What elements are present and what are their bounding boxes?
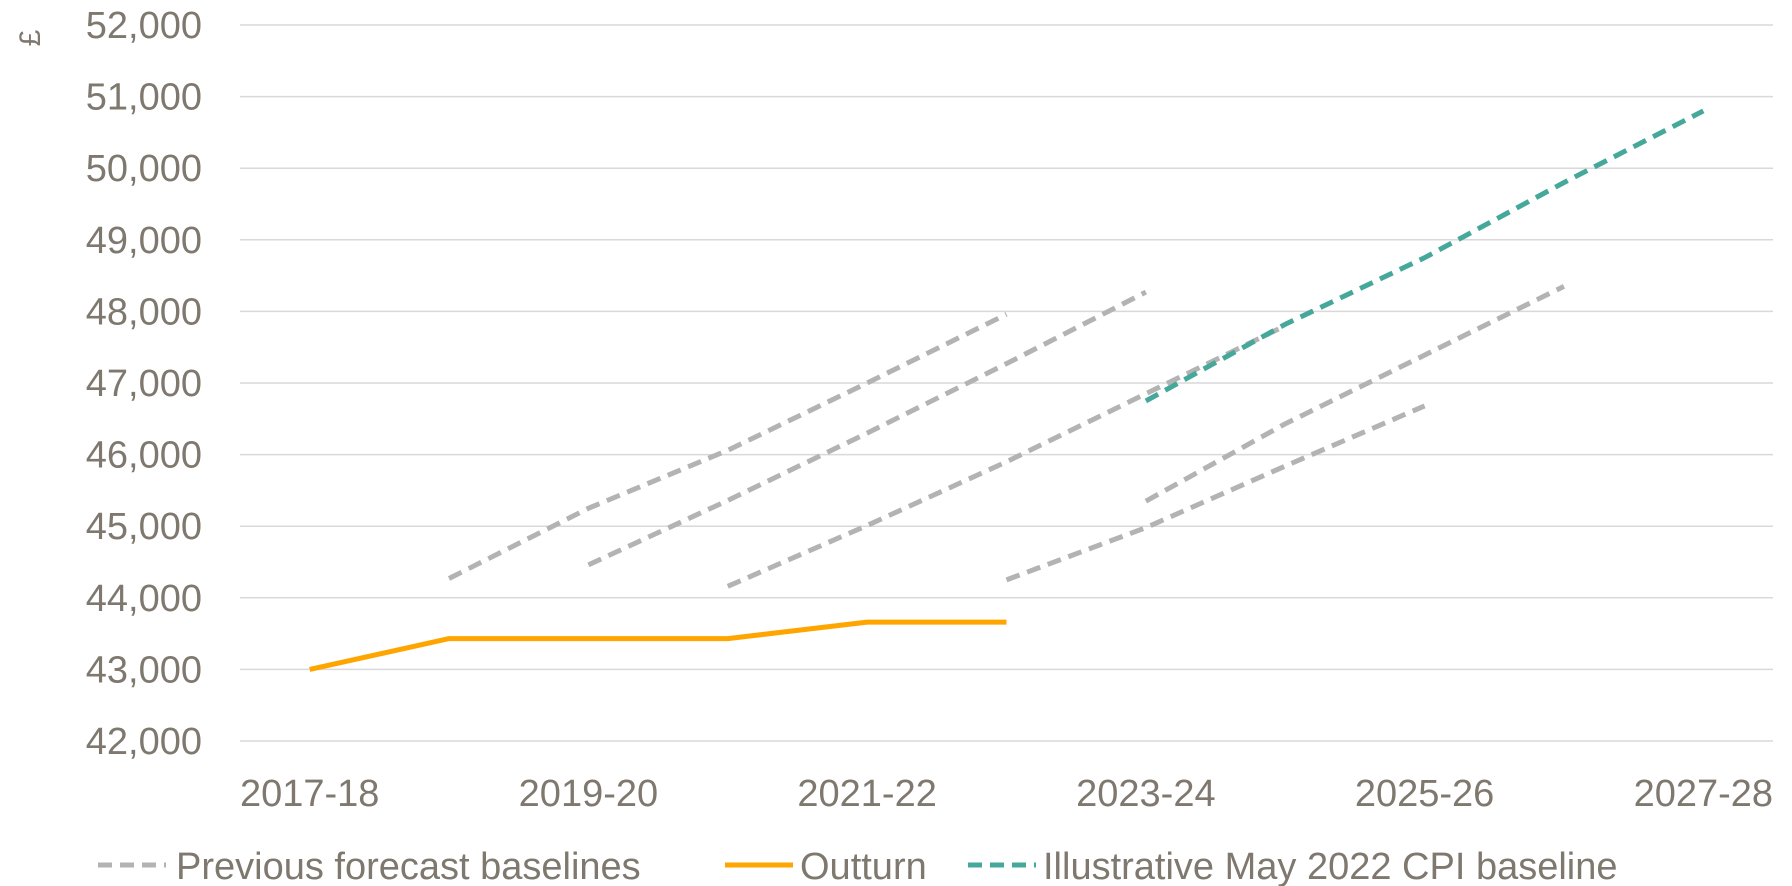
y-tick-label: 48,000 [86, 291, 202, 333]
legend: Previous forecast baselines Outturn Illu… [98, 846, 1618, 886]
y-tick-label: 43,000 [86, 649, 202, 691]
y-tick-label: 51,000 [86, 77, 202, 119]
legend-label-previous: Previous forecast baselines [176, 846, 641, 886]
series-previous-baseline [1005, 403, 1426, 583]
x-tick-label: 2021-22 [797, 773, 936, 815]
series-lines [309, 108, 1705, 672]
series-previous-baseline [447, 312, 1008, 581]
y-tick-label: 50,000 [86, 148, 202, 190]
y-tick-label: 45,000 [86, 506, 202, 548]
y-tick-label: 49,000 [86, 220, 202, 262]
y-tick-label: 42,000 [86, 721, 202, 763]
legend-label-outturn: Outturn [800, 846, 927, 886]
x-axis-ticks: 2017-18 2019-20 2021-22 2023-24 2025-26 2027-… [240, 773, 1773, 815]
x-tick-label: 2027-28 [1634, 773, 1773, 815]
legend-label-illustrative: Illustrative May 2022 CPI baseline [1043, 846, 1618, 886]
gridlines [240, 24, 1773, 742]
x-tick-label: 2025-26 [1355, 773, 1494, 815]
y-axis-label: £ [14, 29, 47, 46]
x-tick-label: 2019-20 [519, 773, 658, 815]
x-tick-label: 2023-24 [1076, 773, 1215, 815]
y-tick-label: 52,000 [86, 5, 202, 47]
series-previous-baseline [1144, 284, 1566, 504]
y-axis-ticks: 42,000 43,000 44,000 45,000 46,000 47,000 48,0… [86, 5, 202, 763]
series-previous-baseline [587, 289, 1148, 568]
series-illustrative [1144, 108, 1705, 404]
y-tick-label: 46,000 [86, 435, 202, 477]
y-tick-label: 44,000 [86, 578, 202, 620]
x-tick-label: 2017-18 [240, 773, 379, 815]
series-outturn [309, 619, 1007, 672]
series-previous-baseline [726, 323, 1287, 589]
y-tick-label: 47,000 [86, 363, 202, 405]
